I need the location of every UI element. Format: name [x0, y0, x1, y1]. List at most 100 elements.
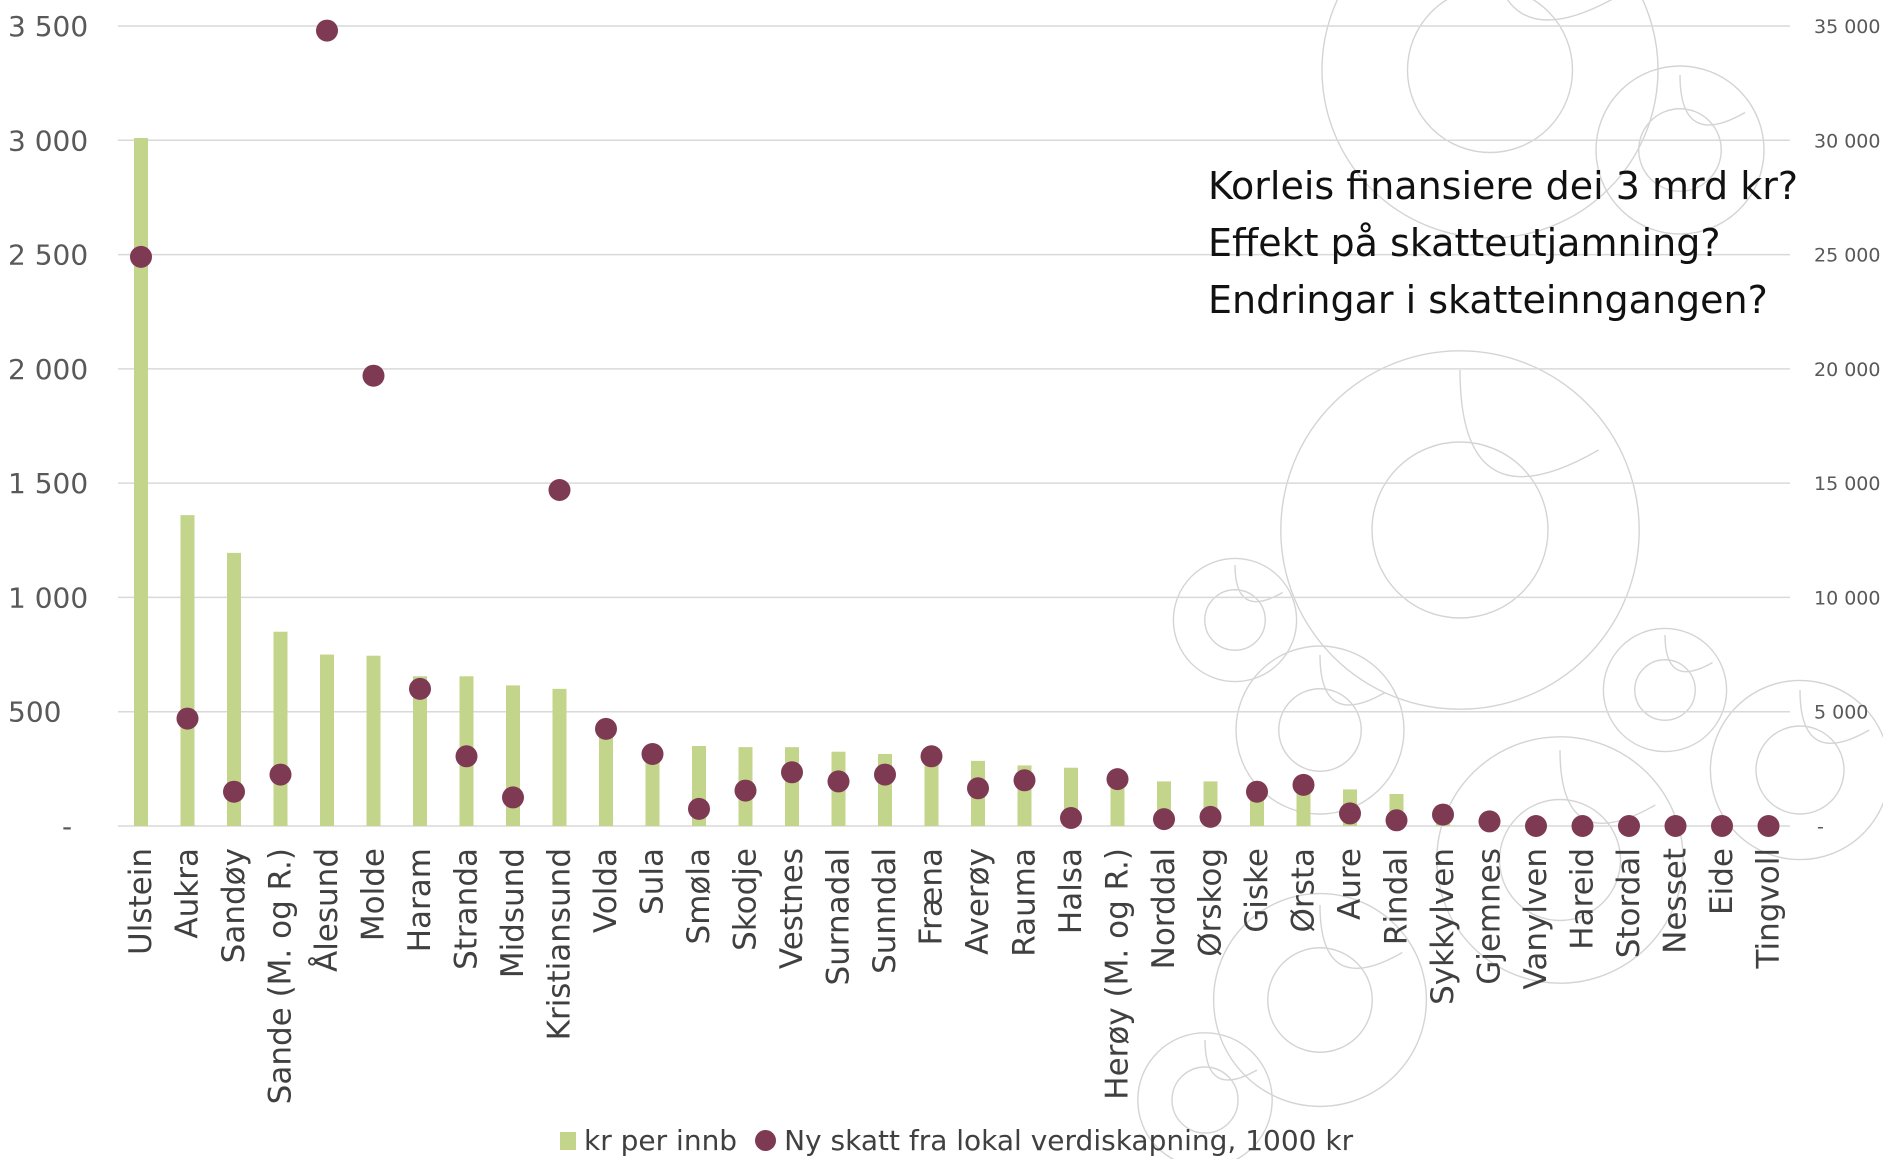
x-tick-label: Nesset [1658, 848, 1694, 954]
gridlines [118, 25, 1790, 827]
x-tick-label: Midsund [495, 848, 531, 978]
watermark-ring [1498, 798, 1622, 922]
watermark-ring [1406, 0, 1574, 154]
x-tick-label: Vestnes [774, 848, 810, 969]
y-axis-right: - 5 000 10 000 15 000 20 000 25 000 30 000 35 0… [1814, 16, 1880, 838]
bar-Kristiansund [552, 688, 567, 826]
x-tick-label: Skodje [728, 848, 764, 951]
bar-Fræna [924, 755, 939, 826]
x-tick-label: Halsa [1053, 848, 1089, 934]
y-tick-label-left: 1 000 [8, 581, 88, 614]
x-tick-label: Averøy [960, 848, 996, 955]
dot-Stranda [455, 745, 478, 768]
watermark-petal [1319, 904, 1403, 969]
dot-Midsund [502, 786, 524, 809]
x-tick-label: Ulstein [123, 848, 159, 955]
watermark-petal [1234, 564, 1283, 603]
watermark-ring [1595, 65, 1765, 235]
x-tick-label: Vanylven [1518, 848, 1554, 989]
dot-Sykkylven [1432, 803, 1454, 826]
dot-Hareid [1571, 815, 1594, 837]
dot-Eide [1711, 815, 1733, 837]
dot-Ulstein [130, 245, 152, 268]
x-tick-label: Rauma [1007, 848, 1043, 957]
watermark-petal [1319, 654, 1386, 706]
y-tick-label-right: 25 000 [1814, 245, 1880, 267]
watermark-ring [1371, 441, 1549, 619]
dot-Halsa [1060, 807, 1082, 829]
x-tick-label: Fræna [914, 848, 950, 945]
x-tick-label: Aure [1332, 848, 1368, 920]
annotation-line-1: Korleis finansiere dei 3 mrd kr? [1208, 164, 1799, 208]
watermark-petal [1506, 0, 1613, 21]
bar-Aukra [180, 515, 195, 826]
watermark-petal [1204, 1039, 1258, 1081]
y-tick-label-right: 20 000 [1814, 359, 1880, 381]
y-tick-label-right: 35 000 [1814, 16, 1880, 38]
y-tick-label-right: 15 000 [1814, 473, 1880, 495]
x-tick-label: Giske [1239, 848, 1275, 933]
watermark-ring [1278, 688, 1362, 772]
watermark-ring [1634, 659, 1696, 721]
legend-item-dots: Ny skatt fra lokal verdiskapning, 1000 k… [755, 1124, 1353, 1157]
x-tick-label: Ørskog [1193, 848, 1229, 957]
watermark-ring [1709, 679, 1883, 861]
y-tick-label-left: 2 000 [8, 353, 88, 386]
y-tick-label-right: 10 000 [1814, 587, 1880, 609]
dot-Kristiansund [548, 479, 571, 501]
dot-Smøla [688, 797, 710, 820]
dot-Sunndal [874, 763, 896, 786]
y-tick-label-left: 3 000 [8, 124, 88, 157]
bar-Sula [645, 750, 660, 826]
dot-Molde [362, 364, 385, 387]
bar-Sandøy [227, 552, 241, 826]
watermark-petal [1664, 634, 1713, 673]
bar-Ørsta [1296, 788, 1311, 826]
x-tick-label: Ørsta [1286, 848, 1322, 932]
y-axis-left: - 500 1 000 1 500 2 000 2 500 3 000 3 500 [8, 10, 88, 843]
watermark-ring [1638, 108, 1722, 192]
dot-Vestnes [781, 761, 803, 784]
legend-dot-label: Ny skatt fra lokal verdiskapning, 1000 k… [784, 1124, 1354, 1157]
x-tick-label: Surnadal [821, 848, 857, 985]
dot-Aure [1339, 802, 1361, 825]
dot-Sande (M. og R.) [269, 763, 292, 786]
x-tick-label: Tingvoll [1751, 848, 1787, 969]
dot-Vanylven [1525, 815, 1547, 837]
dot-Ålesund [316, 19, 338, 42]
watermark-ring [1171, 1066, 1239, 1134]
watermark-ring [1172, 557, 1298, 683]
annotation-line-3: Endringar i skatteinngangen? [1208, 278, 1768, 322]
bar-Volda [599, 730, 613, 826]
watermark-petal [1679, 74, 1746, 126]
y-tick-label-left: 2 500 [8, 239, 88, 272]
bar-Vestnes [785, 747, 799, 826]
x-tick-label: Norddal [1146, 848, 1182, 969]
x-tick-label: Hareid [1565, 848, 1601, 950]
dot-Ørsta [1292, 773, 1315, 796]
annotation-questions: Korleis finansiere dei 3 mrd kr? Effekt … [1208, 158, 1798, 329]
dot-Ørskog [1199, 805, 1222, 828]
watermark-ring [1436, 736, 1684, 984]
bar-Ålesund [320, 654, 334, 826]
dot-Averøy [967, 777, 989, 800]
dot-Volda [595, 717, 617, 740]
watermark-petal [1459, 369, 1599, 478]
watermark-petal [1799, 689, 1870, 745]
y-tick-label-right: - [1817, 816, 1824, 838]
x-tick-label: Smøla [681, 848, 717, 944]
bar-Sande (M. og R.) [273, 631, 288, 826]
watermark-ring [1280, 350, 1640, 710]
x-tick-label: Stranda [449, 848, 485, 970]
dot-Sula [641, 743, 664, 765]
x-tick-label: Sunndal [867, 848, 903, 974]
dot-Tingvoll [1757, 815, 1780, 837]
watermark-ring [1321, 0, 1659, 239]
x-tick-label: Stordal [1611, 848, 1647, 958]
watermark-ring [1204, 589, 1266, 651]
bar-Ulstein [134, 138, 148, 826]
x-tick-label: Herøy (M. og R.) [1100, 848, 1136, 1100]
watermark-ring [1267, 947, 1373, 1053]
y-tick-label-right: 30 000 [1814, 130, 1880, 152]
x-tick-label: Molde [356, 848, 392, 941]
